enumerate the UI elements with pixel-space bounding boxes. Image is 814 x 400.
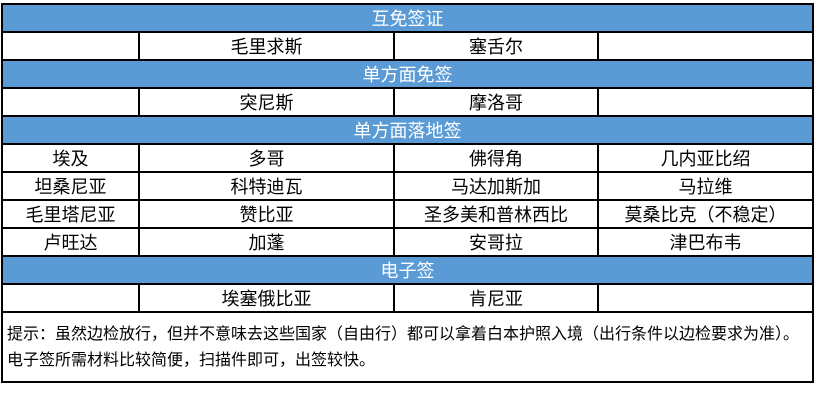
country-row: 埃塞俄比亚 肯尼亚 bbox=[1, 283, 814, 313]
country-cell: 埃及 bbox=[1, 143, 140, 173]
country-row: 坦桑尼亚 科特迪瓦 马达加斯加 马拉维 bbox=[1, 171, 814, 201]
country-cell bbox=[1, 283, 140, 313]
country-cell: 几内亚比绍 bbox=[597, 143, 814, 173]
country-cell: 毛里求斯 bbox=[138, 31, 395, 61]
country-cell: 马达加斯加 bbox=[393, 171, 599, 201]
section-title: 单方面落地签 bbox=[1, 115, 814, 145]
country-cell: 毛里塔尼亚 bbox=[1, 199, 140, 229]
note-text: 提示：虽然边检放行，但并不意味去这些国家（自由行）都可以拿着白本护照入境（出行条… bbox=[1, 311, 814, 383]
country-cell: 佛得角 bbox=[393, 143, 599, 173]
country-cell: 马拉维 bbox=[597, 171, 814, 201]
country-cell bbox=[1, 31, 140, 61]
country-cell: 突尼斯 bbox=[138, 87, 395, 117]
section-header-row: 互免签证 bbox=[1, 3, 814, 33]
country-cell: 莫桑比克（不稳定） bbox=[597, 199, 814, 229]
country-cell: 津巴布韦 bbox=[597, 227, 814, 257]
country-row: 毛里求斯 塞舌尔 bbox=[1, 31, 814, 61]
country-cell bbox=[597, 283, 814, 313]
country-cell: 埃塞俄比亚 bbox=[138, 283, 395, 313]
visa-table: 互免签证 毛里求斯 塞舌尔 单方面免签 突尼斯 摩洛哥 单方面落地签 埃及 多哥 佛得角 几内亚比绍… bbox=[1, 3, 814, 383]
section-title: 单方面免签 bbox=[1, 59, 814, 89]
country-cell: 科特迪瓦 bbox=[138, 171, 395, 201]
country-cell: 塞舌尔 bbox=[393, 31, 599, 61]
country-cell: 摩洛哥 bbox=[393, 87, 599, 117]
country-cell: 圣多美和普林西比 bbox=[393, 199, 599, 229]
section-header-row: 单方面落地签 bbox=[1, 115, 814, 145]
country-cell bbox=[597, 87, 814, 117]
country-cell: 肯尼亚 bbox=[393, 283, 599, 313]
country-cell: 赞比亚 bbox=[138, 199, 395, 229]
country-cell: 安哥拉 bbox=[393, 227, 599, 257]
country-row: 毛里塔尼亚 赞比亚 圣多美和普林西比 莫桑比克（不稳定） bbox=[1, 199, 814, 229]
section-title: 电子签 bbox=[1, 255, 814, 285]
country-row: 埃及 多哥 佛得角 几内亚比绍 bbox=[1, 143, 814, 173]
country-cell bbox=[1, 87, 140, 117]
country-cell: 卢旺达 bbox=[1, 227, 140, 257]
country-cell: 坦桑尼亚 bbox=[1, 171, 140, 201]
section-title: 互免签证 bbox=[1, 3, 814, 33]
section-header-row: 单方面免签 bbox=[1, 59, 814, 89]
country-cell bbox=[597, 31, 814, 61]
country-row: 卢旺达 加蓬 安哥拉 津巴布韦 bbox=[1, 227, 814, 257]
section-header-row: 电子签 bbox=[1, 255, 814, 285]
country-cell: 加蓬 bbox=[138, 227, 395, 257]
country-row: 突尼斯 摩洛哥 bbox=[1, 87, 814, 117]
country-cell: 多哥 bbox=[138, 143, 395, 173]
